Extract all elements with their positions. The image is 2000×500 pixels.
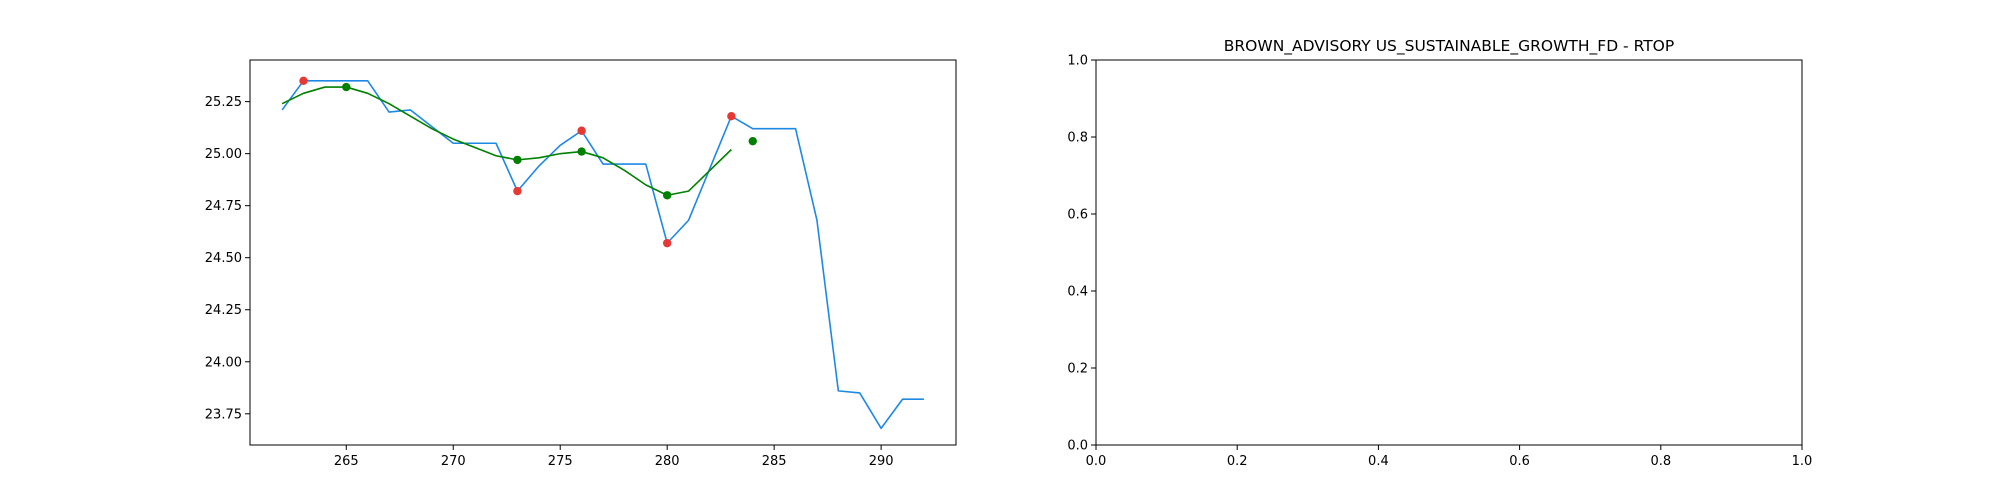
left-axes-frame (249, 59, 957, 446)
x-tick-label: 0.8 (1650, 454, 1671, 469)
scatter-point-3 (342, 82, 351, 92)
x-tick-label: 285 (762, 454, 787, 469)
x-tick-label: 0.6 (1509, 454, 1530, 469)
right-chart: BROWN_ADVISORY US_SUSTAINABLE_GROWTH_FD … (1067, 37, 1812, 469)
y-tick-label: 24.75 (205, 199, 242, 214)
y-tick-label: 24.00 (205, 355, 242, 370)
right-chart-title: BROWN_ADVISORY US_SUSTAINABLE_GROWTH_FD … (1224, 37, 1674, 56)
scatter-point-3 (513, 155, 522, 165)
scatter-point-2 (299, 76, 308, 86)
scatter-point-2 (662, 238, 672, 248)
y-tick-label: 23.75 (205, 407, 242, 422)
left-ticks: 265 270 275 280 285 290 23.75 24.00 24.25 24.50 24… (205, 95, 894, 469)
right-axes-frame (1095, 59, 1803, 446)
y-tick-label: 25.00 (205, 147, 242, 162)
scatter-point-2 (513, 186, 522, 196)
x-tick-label: 0.2 (1227, 454, 1248, 469)
left-series-layer (281, 76, 924, 430)
series-line-1 (281, 86, 732, 197)
left-chart: 265 270 275 280 285 290 23.75 24.00 24.25 24.50 24… (205, 59, 957, 469)
x-tick-label: 270 (441, 454, 466, 469)
y-tick-label: 0.6 (1067, 208, 1088, 223)
x-tick-label: 1.0 (1792, 454, 1813, 469)
scatter-point-2 (727, 111, 736, 121)
scatter-point-3 (577, 147, 586, 156)
scatter-point-2 (577, 126, 586, 135)
y-tick-label: 24.25 (205, 303, 242, 318)
y-tick-label: 0.4 (1067, 285, 1088, 300)
scatter-point-3 (748, 136, 757, 146)
x-tick-label: 265 (334, 454, 359, 469)
y-tick-label: 24.50 (205, 251, 242, 266)
x-tick-label: 290 (869, 454, 894, 469)
y-tick-label: 25.25 (205, 95, 242, 110)
y-tick-label: 0.8 (1067, 131, 1088, 146)
y-tick-label: 0.2 (1067, 362, 1088, 377)
x-tick-label: 0.4 (1368, 454, 1389, 469)
x-tick-label: 275 (548, 454, 573, 469)
y-tick-label: 1.0 (1067, 54, 1088, 69)
x-tick-label: 0.0 (1086, 454, 1107, 469)
x-tick-label: 280 (655, 454, 680, 469)
series-line-0 (281, 80, 924, 430)
y-tick-label: 0.0 (1067, 439, 1088, 454)
scatter-point-3 (662, 191, 672, 200)
right-ticks: 0.0 0.2 0.4 0.6 0.8 1.0 0.0 0.2 0.4 0.6 0.8 1.0 (1067, 54, 1812, 470)
